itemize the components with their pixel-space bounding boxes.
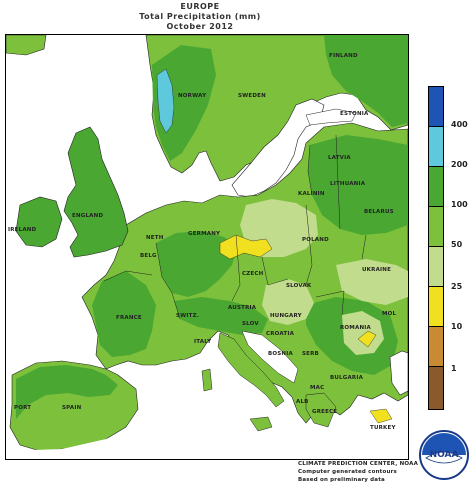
method-line: Computer generated contours [298, 469, 397, 475]
noaa-logo-text: NOAA [430, 450, 459, 460]
label-hungary: HUNGARY [270, 313, 302, 319]
label-romania: ROMANIA [340, 325, 371, 331]
italy-land [217, 332, 285, 408]
sardinia-land [201, 368, 213, 392]
label-austria: AUSTRIA [228, 305, 257, 311]
romania-dry-zone [342, 311, 384, 355]
germany-very-dry-zone [219, 234, 273, 260]
label-czech: CZECH [242, 271, 264, 277]
label-england: ENGLAND [72, 213, 104, 219]
label-sweden: SWEDEN [238, 93, 266, 99]
central-europe-wet-zone [156, 231, 238, 297]
map-title-region: EUROPE [180, 2, 220, 11]
great-britain-land [63, 126, 129, 258]
label-moldova: MOL [382, 311, 397, 317]
legend-label-1: 1 [451, 364, 457, 373]
legend-label-200: 200 [451, 160, 468, 169]
legend-swatch-1-10 [428, 326, 444, 367]
northwest-land [6, 35, 47, 56]
label-belarus: BELARUS [364, 209, 394, 215]
sicily-land [249, 416, 273, 432]
map-title-variable: Total Precipitation (mm) [139, 12, 261, 21]
legend-swatch-10-25 [428, 286, 444, 327]
romania-very-dry-zone [357, 330, 377, 348]
greece-land [305, 392, 337, 428]
label-switzerland: SWITZ. [176, 313, 200, 319]
credit-line: CLIMATE PREDICTION CENTER, NOAA [298, 461, 419, 467]
legend-label-25: 25 [451, 282, 463, 291]
noaa-logo: NOAA [419, 430, 469, 480]
label-belgium: BELG [140, 253, 157, 259]
label-spain: SPAIN [62, 405, 82, 411]
black-sea [389, 350, 408, 396]
label-germany: GERMANY [188, 231, 221, 237]
data-note-line: Based on preliminary data [298, 477, 385, 483]
legend-swatch-under-1 [428, 366, 444, 410]
country-borders [103, 134, 367, 320]
legend-label-100: 100 [451, 200, 468, 209]
label-estonia: ESTONIA [340, 111, 369, 117]
legend-swatch-200-400 [428, 126, 444, 167]
map-title-period: October 2012 [166, 22, 234, 31]
legend-swatch-50-100 [428, 206, 444, 247]
label-ireland: IRELAND [8, 227, 37, 233]
label-ukraine: UKRAINE [362, 267, 392, 273]
precipitation-map: FINLAND NORWAY SWEDEN ESTONIA LATVIA LIT… [5, 34, 409, 460]
label-bulgaria: BULGARIA [330, 375, 364, 381]
gulf-of-finland [305, 108, 357, 126]
france-wet-zone [92, 271, 156, 357]
label-croatia: CROATIA [266, 331, 295, 337]
mediterranean-sea [6, 407, 408, 459]
label-norway: NORWAY [178, 93, 207, 99]
ireland-land [15, 196, 63, 248]
legend-swatch-25-50 [428, 246, 444, 287]
legend-swatch-over-400 [428, 86, 444, 127]
legend-label-400: 400 [451, 120, 468, 129]
label-latvia: LATVIA [328, 155, 351, 161]
norway-coast-200mm [156, 68, 175, 134]
legend-label-10: 10 [451, 322, 463, 331]
finland-wet-zone [324, 35, 408, 127]
label-turkey: TURKEY [370, 425, 396, 431]
label-italy: ITALY [194, 339, 212, 345]
legend-swatch-100-200 [428, 166, 444, 207]
turkey-very-dry-zone [369, 408, 393, 424]
label-netherlands: NETH [146, 235, 164, 241]
label-portugal: PORT [14, 405, 32, 411]
label-finland: FINLAND [329, 53, 358, 59]
label-france: FRANCE [116, 315, 142, 321]
label-slovakia: SLOVAK [286, 283, 312, 289]
legend-label-50: 50 [451, 240, 463, 249]
hungary-dry-zone [262, 279, 314, 325]
map-canvas [6, 35, 408, 459]
label-bosnia: BOSNIA [268, 351, 293, 357]
east-europe-wet-zone [308, 135, 408, 235]
label-albania: ALB [296, 399, 309, 405]
alps-wet-zone [174, 297, 268, 335]
precipitation-legend [428, 86, 444, 410]
label-macedonia: MAC [310, 385, 325, 391]
iberia-wet-zone [16, 365, 118, 419]
adriatic-sea [241, 330, 299, 384]
label-greece: GREECE [312, 409, 338, 415]
label-lithuania: LITHUANIA [330, 181, 366, 187]
label-slovenia: SLOV [242, 321, 259, 327]
label-kalinin: KALININ [298, 191, 325, 197]
label-poland: POLAND [302, 237, 329, 243]
ukraine-dry-zone [336, 259, 408, 305]
label-serbia: SERB [302, 351, 319, 357]
